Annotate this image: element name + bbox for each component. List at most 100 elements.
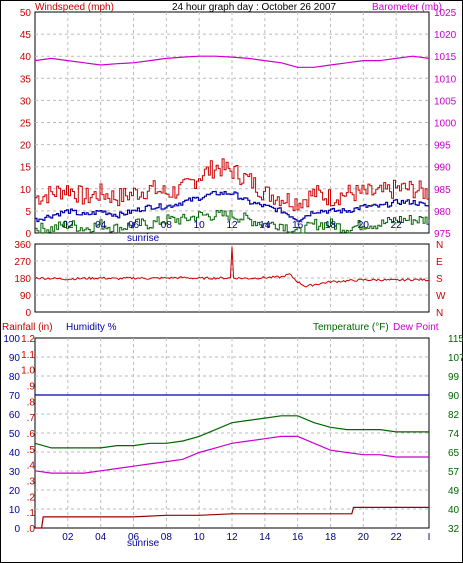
bottom-grid (35, 338, 429, 528)
hour-tick-label: 20 (358, 220, 370, 231)
barometer-tick-label: 990 (434, 163, 451, 174)
temperature-tick-label: 82 (448, 410, 460, 421)
temperature-tick-label: 49 (448, 486, 460, 497)
barometer-tick-label: 980 (434, 207, 451, 218)
windspeed-tick-label: 35 (20, 74, 32, 85)
dewpoint-title: Dew Point (393, 322, 439, 333)
rainfall-tick-label: .0 (27, 524, 36, 535)
rainfall-tick-label: 1.0 (21, 366, 35, 377)
windspeed-tick-label: 10 (20, 185, 32, 196)
humidity-title: Humidity % (66, 322, 117, 333)
temperature-tick-label: 74 (448, 429, 460, 440)
compass-label: W (436, 291, 446, 302)
windspeed-tick-label: 0 (25, 229, 31, 240)
sunrise-label-bottom: sunrise (127, 538, 160, 549)
middle-series (34, 246, 430, 288)
humidity-tick-label: 70 (9, 391, 21, 402)
hour-tick-label: 02 (62, 532, 74, 543)
hour-tick-label: 12 (226, 220, 238, 231)
barometer-tick-label: 985 (434, 185, 451, 196)
barometer-tick-label: 995 (434, 141, 451, 152)
humidity-tick-label: 30 (9, 467, 21, 478)
rainfall-tick-label: .4 (27, 461, 36, 472)
windspeed-tick-label: 30 (20, 96, 32, 107)
sunrise-label-top: sunrise (127, 233, 160, 244)
windspeed-tick-label: 20 (20, 141, 32, 152)
top-grid (35, 12, 429, 233)
windspeed-line (35, 158, 429, 211)
rainfall-tick-label: 1.2 (21, 334, 35, 345)
rainfall-tick-label: .8 (27, 397, 36, 408)
windspeed-tick-label: 15 (20, 163, 32, 174)
compass-label: E (436, 257, 443, 268)
temperature-tick-label: 65 (448, 448, 460, 459)
rainfall-tick-label: .3 (27, 477, 36, 488)
dewpoint-line (34, 435, 429, 474)
hour-tick-label: 06 (128, 532, 140, 543)
hour-tick-label: 10 (194, 220, 206, 231)
temperature-tick-label: 107 (448, 353, 463, 364)
windspeed-title: Windspeed (mph) (35, 2, 114, 13)
hour-tick-label: 12 (226, 532, 238, 543)
wind-low-line (35, 209, 430, 234)
windspeed-tick-label: 40 (20, 52, 32, 63)
barometer-tick-label: 1000 (434, 119, 457, 130)
humidity-tick-label: 50 (9, 429, 21, 440)
bottom-series (34, 394, 429, 529)
direction-tick-label: 0 (25, 308, 31, 319)
humidity-tick-label: 80 (9, 372, 21, 383)
temperature-tick-label: 40 (448, 505, 460, 516)
humidity-tick-label: 0 (14, 524, 20, 535)
rainfall-tick-label: .2 (27, 492, 36, 503)
middle-grid (35, 244, 429, 312)
barometer-tick-label: 1025 (434, 8, 457, 19)
humidity-tick-label: 90 (9, 353, 21, 364)
temperature-title: Temperature (°F) (313, 322, 389, 333)
windspeed-tick-label: 5 (25, 207, 31, 218)
hour-tick-label: 08 (161, 220, 173, 231)
temperature-tick-label: 115 (448, 334, 463, 345)
direction-tick-label: 90 (20, 291, 32, 302)
hour-tick-label: I (428, 532, 431, 543)
humidity-tick-label: 10 (9, 505, 21, 516)
compass-label: S (436, 274, 443, 285)
rainfall-tick-label: 1.1 (21, 350, 35, 361)
hour-tick-label: 22 (391, 220, 403, 231)
hour-tick-label: 04 (95, 532, 107, 543)
hour-tick-label: 14 (259, 532, 271, 543)
hour-tick-label: 18 (325, 532, 337, 543)
windspeed-tick-label: 45 (20, 30, 32, 41)
barometer-tick-label: 1010 (434, 74, 457, 85)
hour-tick-label: 22 (391, 532, 403, 543)
temperature-line (34, 415, 429, 449)
rainfall-tick-label: .6 (27, 429, 36, 440)
temperature-tick-label: 90 (448, 391, 460, 402)
rainfall-title: Rainfall (in) (2, 322, 53, 333)
temperature-tick-label: 57 (448, 467, 460, 478)
compass-label: N (436, 308, 443, 319)
temperature-tick-label: 99 (448, 372, 460, 383)
wind-average-line (35, 190, 430, 223)
graph-title: 24 hour graph day : October 26 2007 (172, 2, 336, 13)
humidity-tick-label: 40 (9, 448, 21, 459)
temperature-tick-label: 32 (448, 524, 460, 535)
humidity-tick-label: 20 (9, 486, 21, 497)
barometer-tick-label: 1020 (434, 30, 457, 41)
barometer-line (34, 55, 430, 68)
windspeed-tick-label: 25 (20, 119, 32, 130)
rainfall-line (35, 506, 429, 529)
direction-tick-label: 180 (14, 274, 31, 285)
top-series (34, 55, 430, 234)
compass-label: N (436, 240, 443, 251)
rainfall-tick-label: .1 (27, 508, 36, 519)
hour-tick-label: 04 (95, 220, 107, 231)
hour-tick-label: 16 (292, 220, 304, 231)
barometer-tick-label: 1005 (434, 96, 457, 107)
hour-tick-label: I (428, 220, 431, 231)
hour-tick-label: 18 (325, 220, 337, 231)
windspeed-tick-label: 50 (20, 8, 32, 19)
direction-tick-label: 360 (14, 240, 31, 251)
barometer-title: Barometer (mb) (372, 2, 442, 13)
hour-tick-label: 16 (292, 532, 304, 543)
